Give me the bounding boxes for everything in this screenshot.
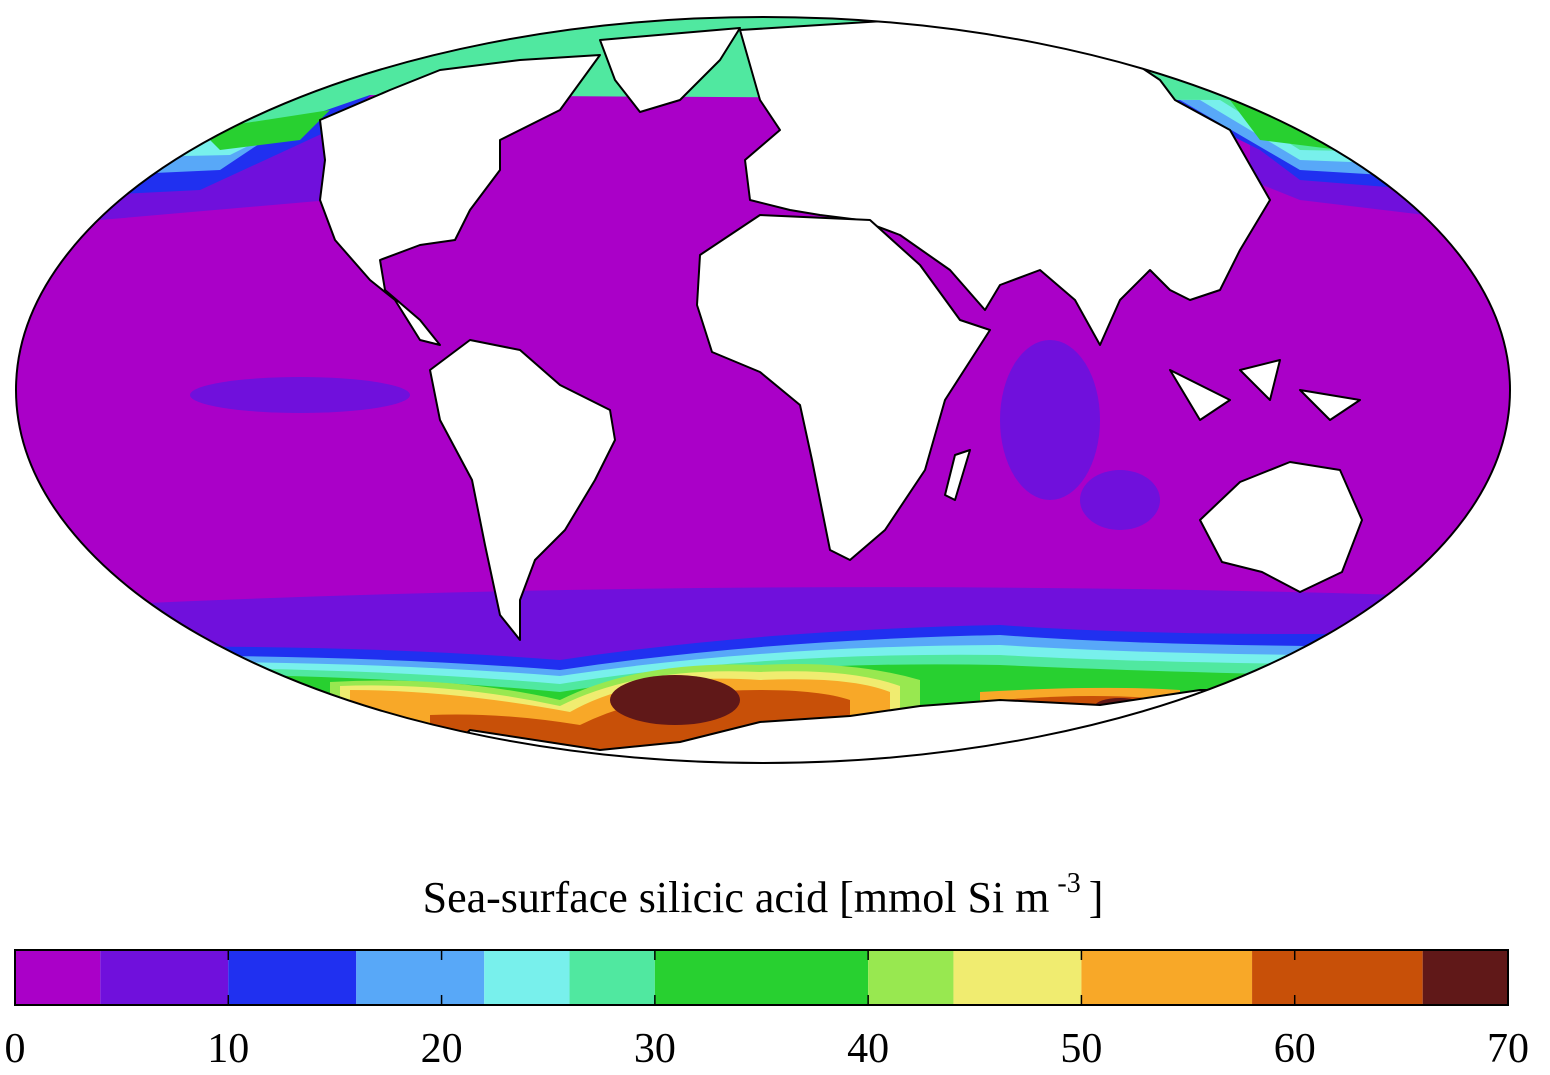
- colorbar-segment: [868, 950, 954, 1005]
- colorbar-segment: [654, 950, 869, 1005]
- tick-label: 30: [634, 1026, 676, 1072]
- indonesia: [1169, 359, 1361, 421]
- map: [16, 17, 1510, 763]
- tick-label: 10: [207, 1026, 249, 1072]
- colorbar-segment: [1081, 950, 1253, 1005]
- australia: [1199, 461, 1363, 593]
- colorbar-segment: [100, 950, 229, 1005]
- colorbar-label: Sea-surface silicic acid [mmol Si m -3]: [423, 868, 1104, 922]
- ocean-region: [1080, 470, 1160, 530]
- colorbar-segment: [228, 950, 357, 1005]
- label-close: ]: [1089, 873, 1104, 922]
- ocean-region: [190, 377, 410, 413]
- colorbar-segment: [1252, 950, 1423, 1005]
- colorbar-frame: [14, 949, 1509, 1006]
- tick-label: 0: [5, 1026, 26, 1072]
- label-exponent: -3: [1057, 868, 1080, 899]
- colorbar: 0 10 20 30 40 50 60 70: [5, 949, 1529, 1072]
- colorbar-segment: [484, 950, 570, 1005]
- south-america: [429, 339, 616, 641]
- north-america: [319, 54, 601, 346]
- colorbar-segment: [569, 950, 655, 1005]
- madagascar: [944, 449, 971, 501]
- ocean-region: [1000, 340, 1100, 500]
- label-text: Sea-surface silicic acid [mmol Si m: [423, 873, 1050, 922]
- tick-label: 60: [1274, 1026, 1316, 1072]
- ocean-region: [610, 675, 740, 725]
- africa: [696, 214, 991, 561]
- tick-label: 40: [847, 1026, 889, 1072]
- colorbar-segment: [356, 950, 485, 1005]
- tick-label: 20: [421, 1026, 463, 1072]
- eurasia: [739, 19, 1271, 346]
- colorbar-segment: [1422, 950, 1508, 1005]
- ocean-region: [200, 110, 330, 150]
- map-outline: [15, 16, 1511, 764]
- tick-label: 70: [1487, 1026, 1529, 1072]
- tick-label: 50: [1060, 1026, 1102, 1072]
- colorbar-segment: [15, 950, 101, 1005]
- colorbar-segment: [953, 950, 1082, 1005]
- greenland: [599, 27, 741, 113]
- antarctica: [399, 689, 1301, 763]
